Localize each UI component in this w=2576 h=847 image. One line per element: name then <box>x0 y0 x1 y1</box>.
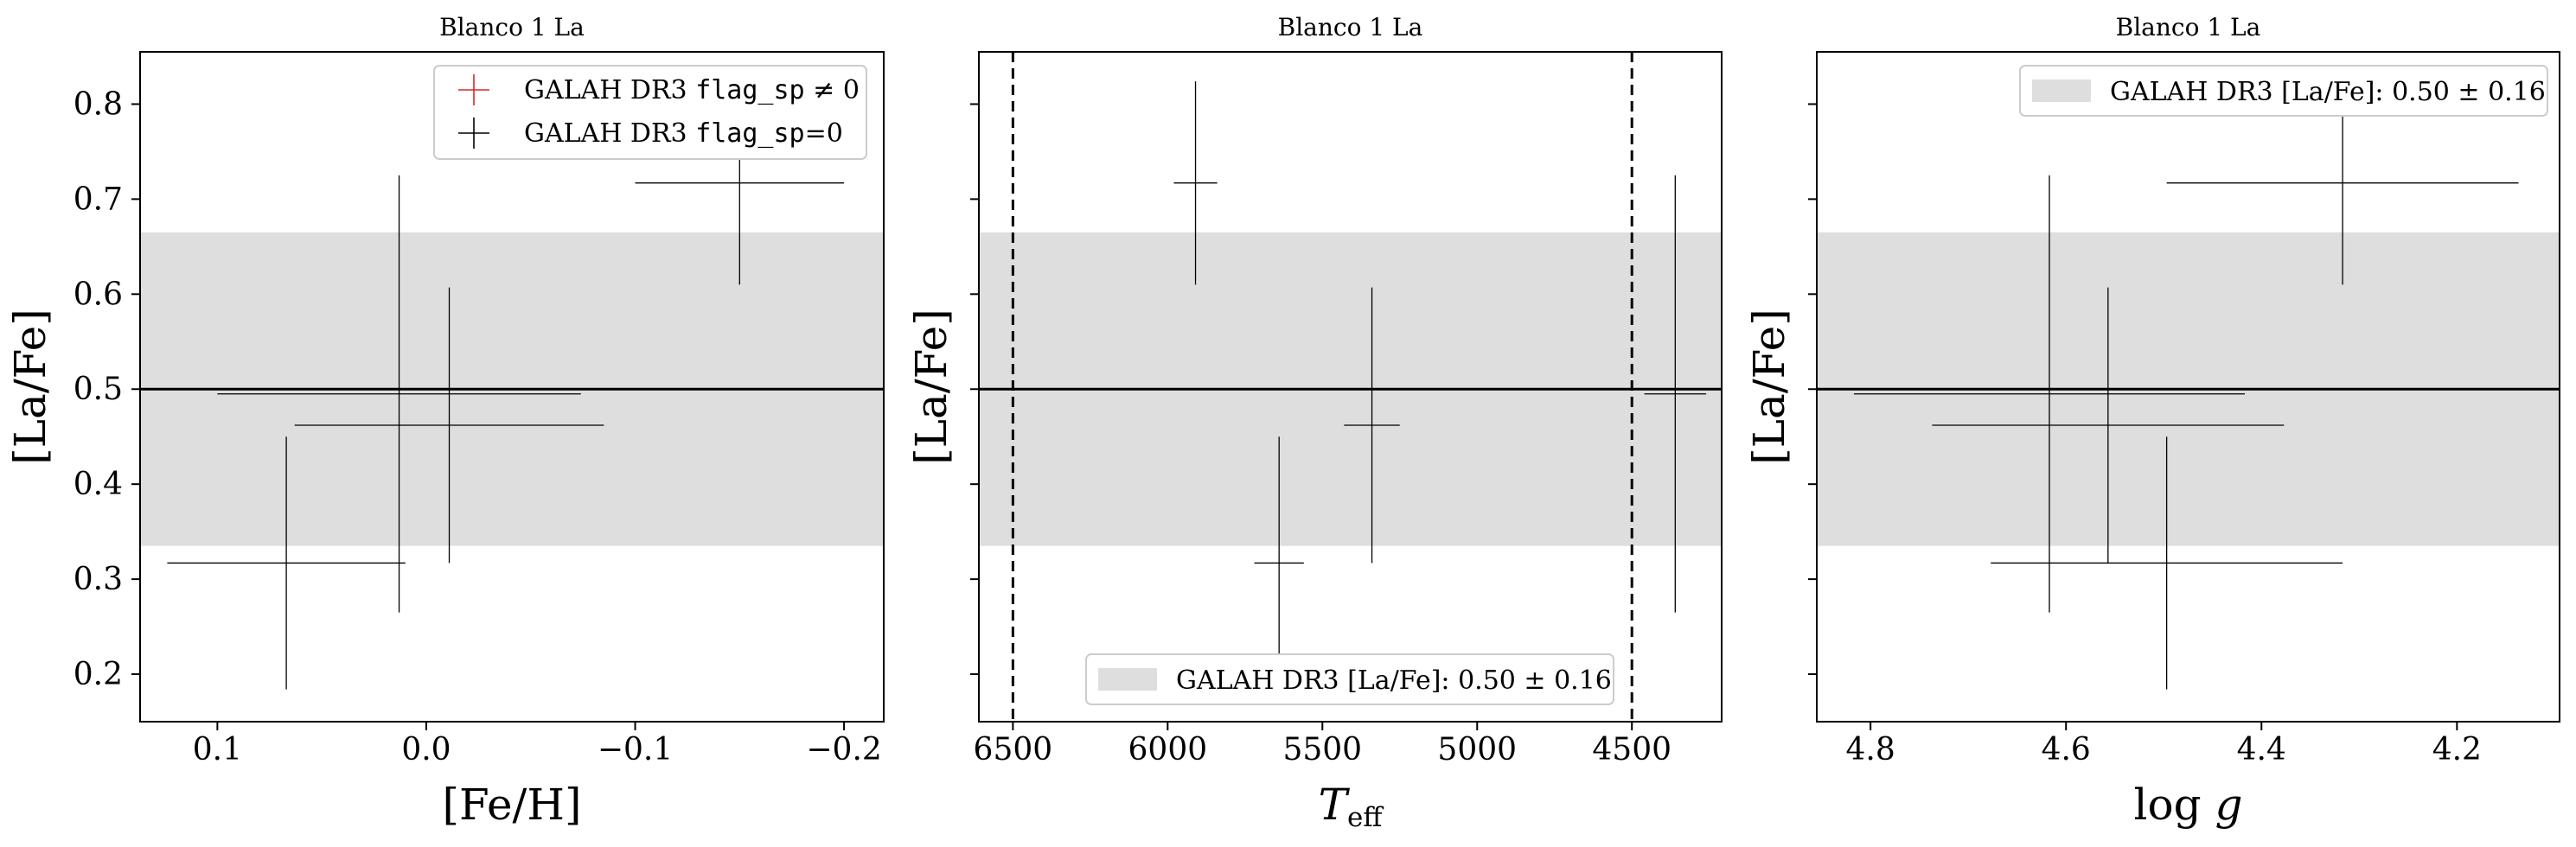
data-point <box>1644 175 1707 613</box>
data-point <box>1932 287 2285 564</box>
y-tick-label: 0.7 <box>74 182 123 217</box>
x-tick-label: −0.1 <box>598 732 673 767</box>
x-tick-label: −0.2 <box>806 732 881 767</box>
y-axis-label: [La/Fe] <box>906 309 956 464</box>
y-tick-label: 0.2 <box>74 657 123 692</box>
x-tick-label: 4.4 <box>2237 732 2286 767</box>
legend: GALAH DR3 [La/Fe]: 0.50 ± 0.16 <box>1085 653 1614 705</box>
panel-title: Blanco 1 La <box>2116 13 2261 41</box>
axes-frame <box>139 51 885 723</box>
x-tick-label: 6000 <box>1128 732 1208 767</box>
y-tick-label: 0.3 <box>74 562 123 597</box>
legend-box <box>433 65 867 160</box>
plot-area <box>979 52 1722 722</box>
x-tick-label: 4.8 <box>1846 732 1895 767</box>
x-tick-label: 5000 <box>1437 732 1517 767</box>
legend: GALAH DR3 [La/Fe]: 0.50 ± 0.16 <box>2019 65 2548 117</box>
axes-frame <box>978 51 1723 723</box>
x-axis-label: log g <box>2133 780 2242 830</box>
legend-label: GALAH DR3 flag_sp ≠ 0 <box>524 75 860 105</box>
y-axis-label: [La/Fe] <box>5 309 55 464</box>
legend-label: GALAH DR3 flag_sp=0 <box>524 118 843 149</box>
y-tick-label: 0.6 <box>74 277 123 312</box>
x-tick-label: 5500 <box>1282 732 1362 767</box>
x-tick-label: 0.0 <box>401 732 451 767</box>
panel-3: 4.8 4.6 4.4 4.2 Blanco 1 La log g [La/Fe] GALAH… <box>1744 13 2560 830</box>
legend-label: GALAH DR3 [La/Fe]: 0.50 ± 0.16 <box>1176 666 1612 696</box>
legend: GALAH DR3 flag_sp ≠ 0 GALAH DR3 flag_sp=0 <box>433 65 867 160</box>
x-axis-label: Teff <box>1319 780 1384 833</box>
y-tick-label: 0.4 <box>74 467 123 502</box>
legend-box <box>2019 65 2548 117</box>
data-point <box>1173 81 1218 285</box>
data-point <box>1344 287 1400 564</box>
legend-band-swatch <box>2032 80 2091 102</box>
x-tick-label: 4.6 <box>2042 732 2091 767</box>
x-tick-label: 6500 <box>974 732 1053 767</box>
plot-area <box>1817 81 2560 690</box>
data-point <box>167 436 406 690</box>
y-tick-label: 0.5 <box>74 372 123 407</box>
axes-frame <box>1816 51 2560 723</box>
plot-area <box>140 81 884 690</box>
x-tick-label: 0.1 <box>193 732 242 767</box>
legend-label: GALAH DR3 [La/Fe]: 0.50 ± 0.16 <box>2110 77 2546 107</box>
panel-1: 0.1 0.0 −0.1 −0.2 0.2 0.3 0.4 0.5 0.6 0.7 0.8 Blanc… <box>5 13 885 830</box>
x-tick-label: 4.2 <box>2432 732 2482 767</box>
y-tick-label: 0.8 <box>74 86 123 122</box>
y-axis-label: [La/Fe] <box>1744 309 1794 464</box>
data-point <box>217 175 581 613</box>
data-point <box>1254 436 1304 690</box>
legend-box <box>1085 653 1614 705</box>
panel-title: Blanco 1 La <box>1278 13 1423 41</box>
data-point <box>1853 175 2246 613</box>
x-tick-label: 4500 <box>1592 732 1672 767</box>
panel-2: 6500 6000 5500 5000 4500 Blanco 1 La Teff [La/F… <box>906 13 1723 833</box>
panel-title: Blanco 1 La <box>439 13 585 41</box>
data-point <box>1991 436 2343 690</box>
data-point <box>294 287 604 564</box>
legend-band-swatch <box>1098 668 1157 691</box>
x-axis-label: [Fe/H] <box>442 780 581 830</box>
